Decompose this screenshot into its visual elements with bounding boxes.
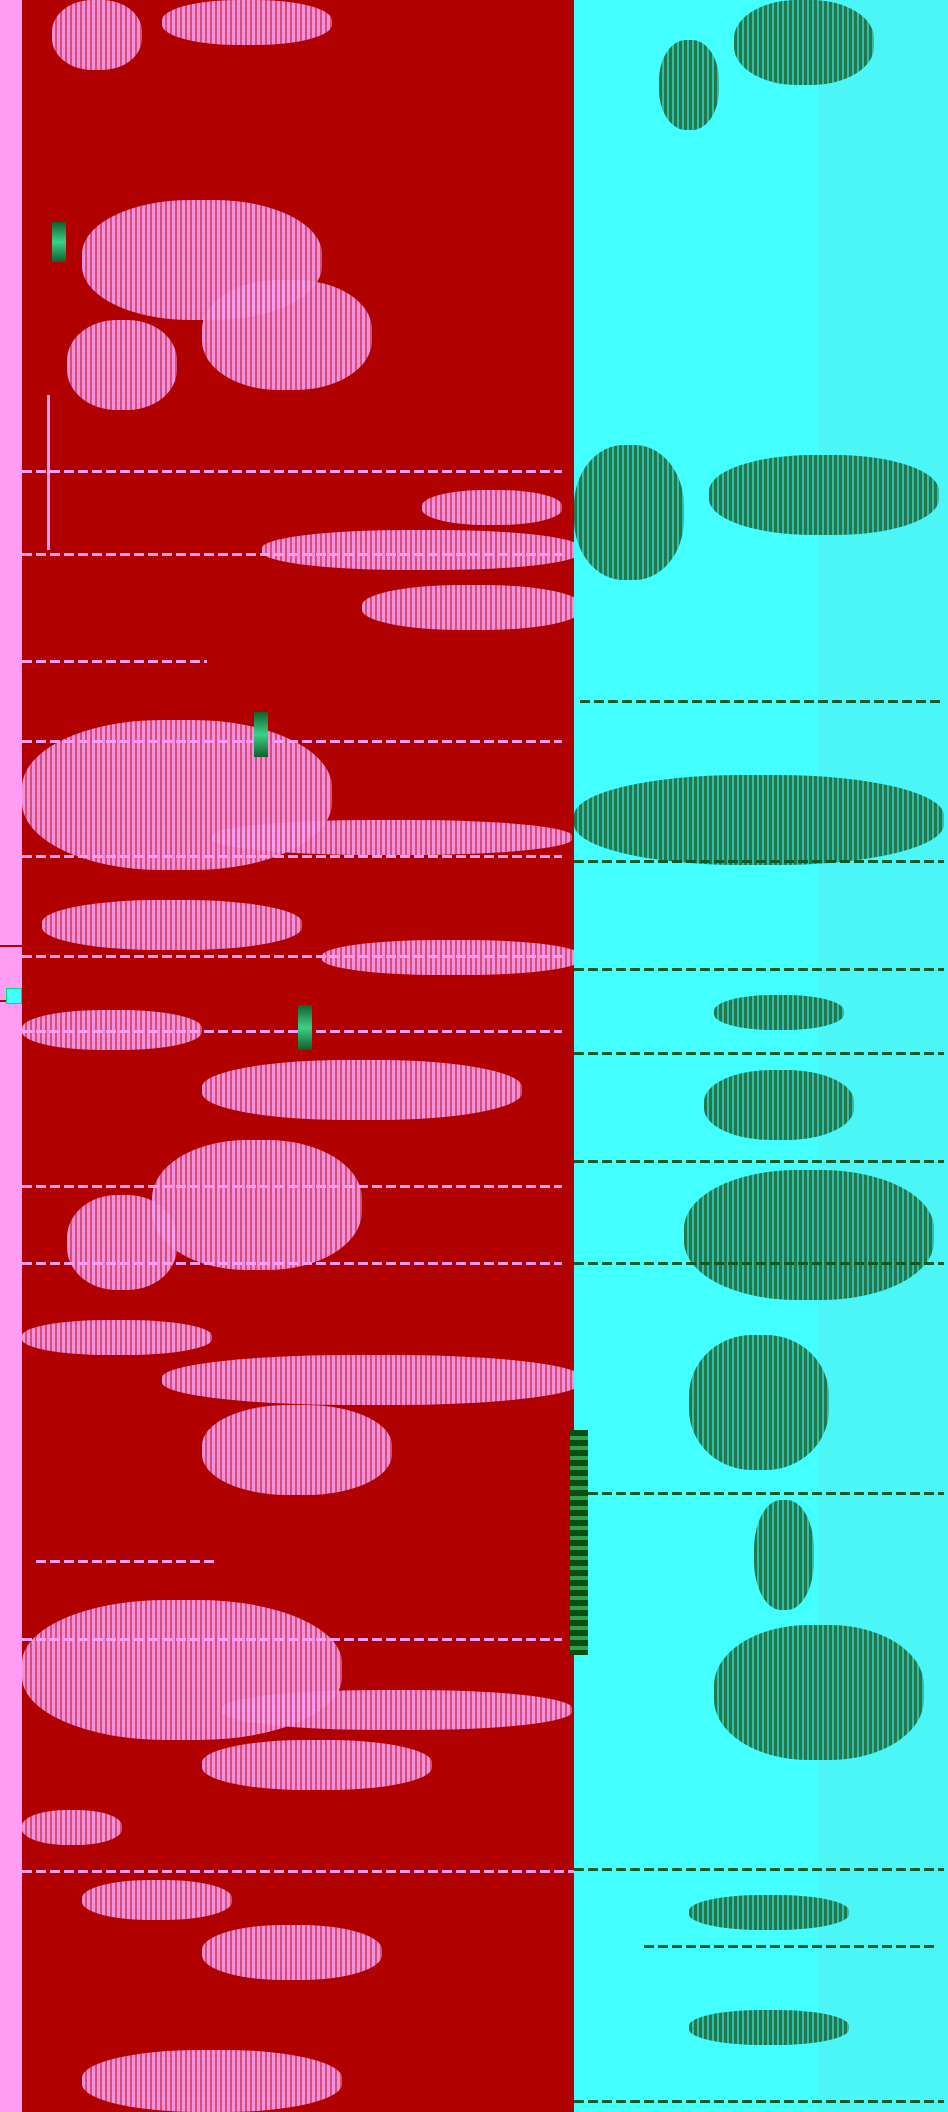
noise-cluster [574, 775, 944, 865]
noise-cluster [222, 1690, 572, 1730]
noise-cluster [689, 1895, 849, 1930]
noise-cluster [422, 490, 562, 525]
scanline [574, 968, 944, 971]
scanline [22, 553, 562, 556]
noise-cluster [162, 0, 332, 45]
cyan-square-icon [6, 988, 22, 1004]
noise-cluster [714, 995, 844, 1030]
noise-cluster [734, 0, 874, 85]
noise-cluster [202, 1060, 522, 1120]
scanline [574, 1868, 944, 1871]
scanline [574, 1492, 944, 1495]
side-panel-shade [818, 0, 948, 2112]
scanline [22, 740, 562, 743]
scanline [574, 2100, 944, 2103]
panel-seam [570, 1430, 588, 1655]
scanline [22, 1185, 562, 1188]
scanline [644, 1945, 934, 1948]
scanline [36, 1560, 216, 1563]
scanline [22, 470, 562, 473]
left-edge-strip [0, 0, 22, 2112]
noise-cluster [659, 40, 719, 130]
noise-cluster [82, 2050, 342, 2112]
scanline [574, 1262, 944, 1265]
glitch-glyph-icon [298, 1005, 312, 1050]
glitch-glyph-icon [52, 222, 66, 262]
scanline [574, 1052, 944, 1055]
noise-cluster [202, 1405, 392, 1495]
noise-cluster [162, 1355, 582, 1405]
scanline [22, 1638, 562, 1641]
noise-cluster [42, 900, 302, 950]
scanline [574, 1160, 944, 1163]
scanline [22, 660, 207, 663]
scanline [574, 860, 944, 863]
noise-cluster [202, 280, 372, 390]
noise-cluster [22, 1320, 212, 1355]
scanline [22, 1870, 588, 1873]
corrupted-main-area [22, 0, 588, 2112]
noise-cluster [704, 1070, 854, 1140]
noise-cluster [709, 455, 939, 535]
scanline [22, 855, 562, 858]
cyan-side-panel [574, 0, 948, 2112]
noise-cluster [52, 0, 142, 70]
noise-cluster [67, 1195, 177, 1290]
noise-cluster [754, 1500, 814, 1610]
edge-tick [0, 945, 22, 947]
noise-cluster [152, 1140, 362, 1270]
noise-cluster [689, 2010, 849, 2045]
scanline [22, 1030, 562, 1033]
noise-cluster [22, 1810, 122, 1845]
noise-cluster [82, 1880, 232, 1920]
noise-cluster [714, 1625, 924, 1760]
noise-cluster [684, 1170, 934, 1300]
noise-cluster [212, 820, 572, 855]
noise-cluster [689, 1335, 829, 1470]
noise-cluster [67, 320, 177, 410]
noise-cluster [202, 1925, 382, 1980]
noise-cluster [362, 585, 582, 630]
noise-cluster [574, 445, 684, 580]
scanline [22, 1262, 562, 1265]
scanline [22, 955, 562, 958]
noise-cluster [202, 1740, 432, 1790]
scanline [580, 700, 940, 703]
vertical-rule [47, 395, 50, 550]
noise-cluster [262, 530, 582, 570]
glitch-glyph-icon [254, 712, 268, 757]
